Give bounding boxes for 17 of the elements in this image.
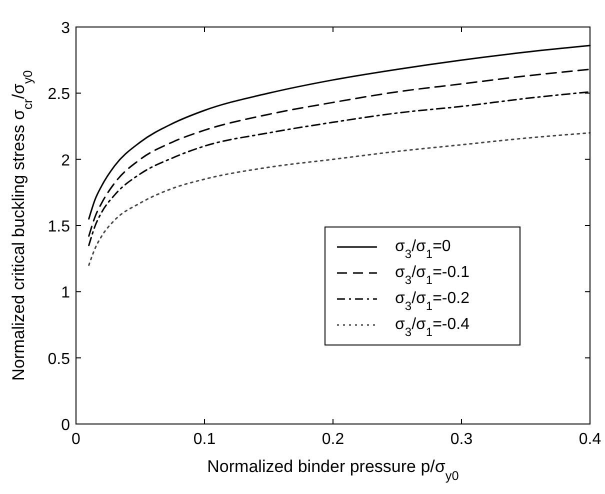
y-tick-label: 3 (61, 20, 70, 37)
x-tick-label: 0.4 (578, 431, 602, 448)
x-tick-label: 0.1 (193, 431, 216, 448)
y-tick-label: 2 (61, 152, 70, 170)
legend-label: σ$_{3}$/σ$_{1}$=-0.2 (395, 290, 470, 313)
x-tick-label: 0.3 (450, 431, 473, 448)
x-tick-label: 0.2 (322, 431, 344, 448)
x-tick-label: 0 (72, 431, 81, 448)
y-tick-label: 0.5 (48, 350, 70, 368)
y-tick-label: 0 (61, 417, 70, 434)
y-tick-label: 1.5 (48, 218, 70, 236)
legend-label: σ$_{3}$/σ$_{1}$=-0.4 (395, 316, 470, 339)
x-axis-title: Normalized binder pressure p/σ$_{y0}$ (207, 457, 459, 482)
legend-label: σ$_{3}$/σ$_{1}$=0 (395, 238, 451, 261)
y-tick-label: 1 (61, 284, 70, 302)
y-tick-label: 2.5 (48, 86, 70, 104)
legend-label: σ$_{3}$/σ$_{1}$=-0.1 (395, 264, 470, 287)
